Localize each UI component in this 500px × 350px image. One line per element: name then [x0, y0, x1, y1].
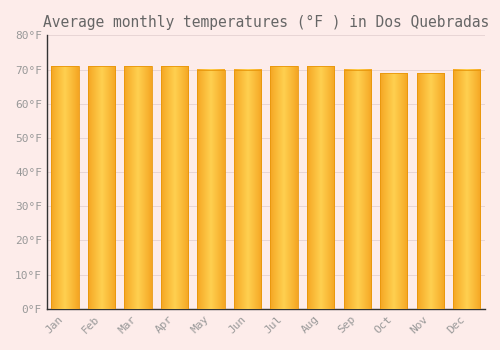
Bar	[416, 73, 444, 309]
Bar	[52, 66, 79, 309]
Bar	[270, 66, 298, 309]
Bar	[161, 66, 188, 309]
Bar	[234, 70, 262, 309]
Bar	[124, 66, 152, 309]
Bar	[198, 70, 225, 309]
Bar	[88, 66, 116, 309]
Title: Average monthly temperatures (°F ) in Dos Quebradas: Average monthly temperatures (°F ) in Do…	[43, 15, 489, 30]
Bar	[380, 73, 407, 309]
Bar	[453, 70, 480, 309]
Bar	[307, 66, 334, 309]
Bar	[344, 70, 371, 309]
